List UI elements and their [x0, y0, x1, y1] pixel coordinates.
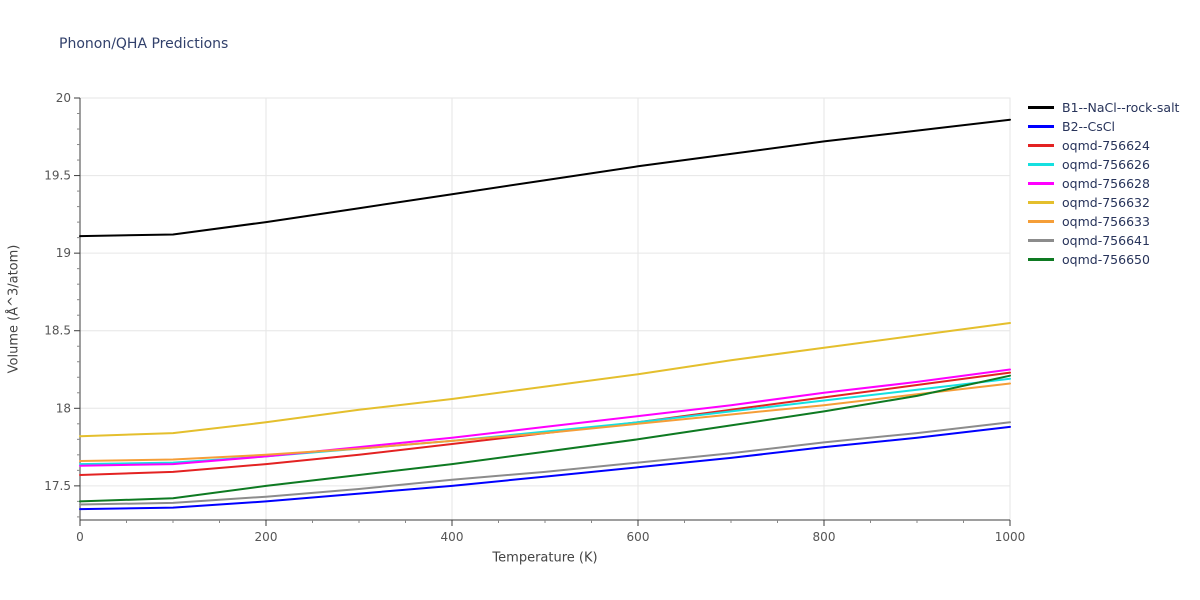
legend-line-swatch — [1028, 257, 1054, 261]
series-line-oqmd-756650 — [79, 374, 1011, 503]
legend-item[interactable]: oqmd-756628 — [1028, 175, 1179, 191]
legend-label: oqmd-756641 — [1062, 232, 1150, 248]
x-tick-label: 1000 — [995, 530, 1026, 544]
legend-line-swatch — [1028, 238, 1054, 242]
legend-label: oqmd-756632 — [1062, 194, 1150, 210]
x-tick-label: 200 — [255, 530, 278, 544]
y-tick-label: 17.5 — [44, 479, 71, 493]
legend-line-swatch — [1028, 162, 1054, 166]
series-line-oqmd-756641 — [79, 421, 1011, 506]
y-tick-label: 18.5 — [44, 324, 71, 338]
series-line-oqmd-756633 — [79, 382, 1011, 462]
legend-line-swatch — [1028, 105, 1054, 109]
y-axis-label: Volume (Å^3/atom) — [6, 244, 22, 374]
legend: B1--NaCl--rock-salt B2--CsCl oqmd-756624 oq… — [1028, 99, 1180, 267]
chart-title: Phonon/QHA Predictions — [59, 36, 229, 52]
x-tick-label: 0 — [76, 530, 84, 544]
x-tick-label: 600 — [627, 530, 650, 544]
legend-line-swatch — [1028, 200, 1054, 204]
legend-item[interactable]: oqmd-756650 — [1028, 251, 1179, 267]
y-tick-label: 19.5 — [44, 169, 71, 183]
series-line-oqmd-756632 — [79, 322, 1011, 438]
y-tick-label: 19 — [56, 246, 71, 260]
legend-line-swatch — [1028, 143, 1054, 147]
legend-line-swatch — [1028, 124, 1054, 128]
legend-label: oqmd-756628 — [1062, 175, 1150, 191]
legend-item[interactable]: oqmd-756626 — [1028, 156, 1179, 172]
legend-item[interactable]: B1--NaCl--rock-salt — [1028, 99, 1180, 115]
legend-label: oqmd-756650 — [1062, 251, 1150, 267]
legend-item[interactable]: oqmd-756641 — [1028, 232, 1179, 248]
series-line-oqmd-756628 — [79, 368, 1011, 467]
legend-item[interactable]: oqmd-756633 — [1028, 213, 1179, 229]
legend-label: oqmd-756633 — [1062, 213, 1150, 229]
series-line-B2--CsCl — [79, 425, 1011, 511]
legend-label: B2--CsCl — [1062, 118, 1115, 134]
y-tick-label: 18 — [56, 401, 71, 415]
series-line-B1--NaCl--rock-salt — [79, 118, 1011, 238]
legend-label: B1--NaCl--rock-salt — [1062, 99, 1180, 115]
legend-line-swatch — [1028, 219, 1054, 223]
legend-label: oqmd-756626 — [1062, 156, 1150, 172]
legend-line-swatch — [1028, 181, 1054, 185]
legend-item[interactable]: B2--CsCl — [1028, 118, 1179, 134]
legend-item[interactable]: oqmd-756624 — [1028, 137, 1179, 153]
x-tick-label: 800 — [813, 530, 836, 544]
legend-label: oqmd-756624 — [1062, 137, 1150, 153]
x-tick-label: 400 — [441, 530, 464, 544]
y-tick-label: 20 — [56, 91, 71, 105]
x-axis-label: Temperature (K) — [492, 550, 598, 566]
legend-item[interactable]: oqmd-756632 — [1028, 194, 1179, 210]
